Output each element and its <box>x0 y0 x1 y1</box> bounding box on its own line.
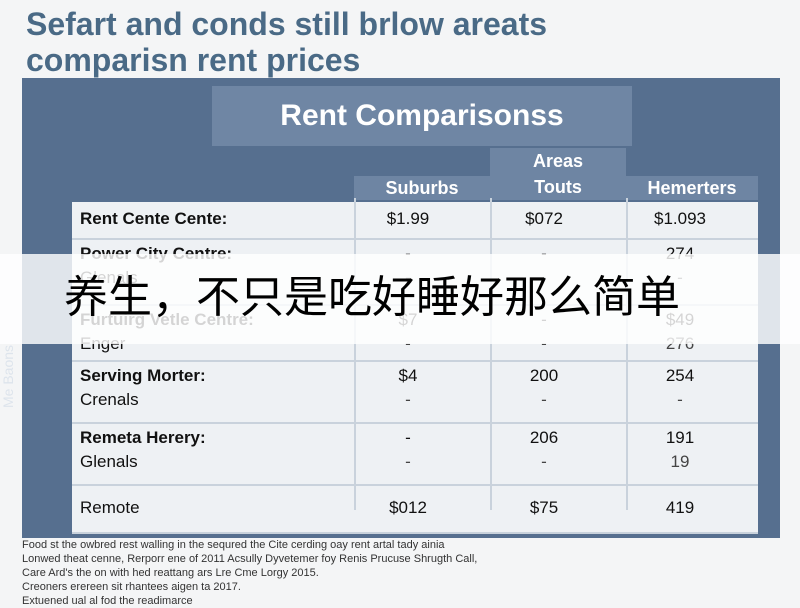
table-row: Serving Morter: Crenals $4 200 254 - - - <box>72 362 758 424</box>
table-cell: $1.99 <box>386 209 430 228</box>
table-cell: - <box>677 390 683 409</box>
table-row: Rent Cente Cente: $1.99 $072 $1.093 <box>72 202 758 240</box>
page-title-line-1: Sefart and conds still brlow areats <box>26 6 548 42</box>
column-header-touts: Areas Touts <box>490 148 626 200</box>
row-label: Remote <box>80 498 140 517</box>
footnote-line: Extuened ual al fod the readimarce <box>22 595 193 607</box>
row-sublabel: Crenals <box>80 390 139 409</box>
footnote-line: Lonwed theat cenne, Rerporr ene of 2011 … <box>22 553 478 565</box>
row-label: Remeta Herery: <box>80 428 206 447</box>
table-cell: 206 <box>529 428 559 447</box>
table-cell: 19 <box>670 452 690 471</box>
table-cell: $4 <box>398 366 418 385</box>
page-title-line-2: comparisn rent prices <box>26 42 361 78</box>
banner-text: 养生，不只是吃好睡好那么简单 <box>64 272 680 323</box>
row-label: Serving Morter: <box>80 366 206 385</box>
column-header-hemerters: Hemerters <box>626 176 758 200</box>
table-row: Remeta Herery: Glenals - 206 191 - - 19 <box>72 424 758 486</box>
column-header-group: Areas <box>532 151 584 171</box>
row-label: Rent Cente Cente: <box>80 209 228 228</box>
column-header-suburbs: Suburbs <box>354 176 490 200</box>
column-header-label: Touts <box>534 177 582 197</box>
table-cell: - <box>343 244 473 264</box>
table-row: Remote $012 $75 419 <box>72 486 758 534</box>
table-cell: - <box>479 244 609 264</box>
table-cell: - <box>405 452 411 471</box>
table-cell: 254 <box>665 366 695 385</box>
table-cell: - <box>405 390 411 409</box>
table-title: Rent Comparisonss <box>212 86 632 146</box>
column-divider <box>490 198 492 510</box>
table-cell: 419 <box>665 498 695 517</box>
table-cell: - <box>405 428 411 447</box>
footnote-line: Care Ard's the on with hed reattang ars … <box>22 567 319 579</box>
table-cell: $75 <box>529 498 559 517</box>
column-divider <box>626 198 628 510</box>
table-cell: $072 <box>525 209 563 228</box>
footnote-line: Creoners erereen sit rhantees aigen ta 2… <box>22 581 241 593</box>
row-sublabel: Glenals <box>80 452 138 471</box>
column-header-label: Hemerters <box>647 178 737 198</box>
footnote-line: Food st the owbred rest walling in the s… <box>22 539 445 551</box>
column-divider <box>354 198 356 510</box>
table-cell: 200 <box>529 366 559 385</box>
table-cell: - <box>541 452 547 471</box>
overlay-banner <box>0 254 800 344</box>
table-cell: 191 <box>665 428 695 447</box>
footnotes: Food st the owbred rest walling in the s… <box>22 538 782 608</box>
column-header-label: Suburbs <box>385 178 459 198</box>
table-cell: $1.093 <box>654 209 706 228</box>
table-cell: $012 <box>389 498 427 517</box>
table-cell: - <box>541 390 547 409</box>
page-title: Sefart and conds still brlow areats comp… <box>26 6 786 78</box>
